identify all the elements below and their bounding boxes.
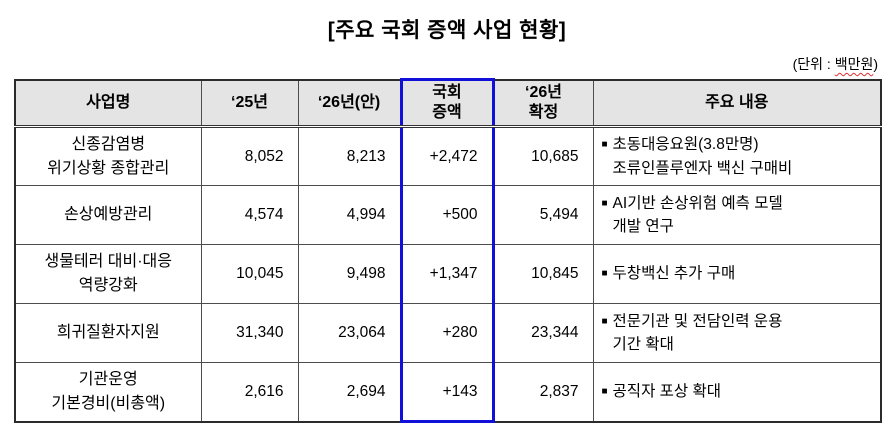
- cell-main-content: ■ 공직자 포상 확대: [592, 362, 882, 422]
- square-bullet-icon: ■: [601, 139, 608, 151]
- square-bullet-icon: ■: [601, 268, 608, 280]
- detail-text: 두창백신 추가 구매: [612, 265, 736, 283]
- cell-y25: 31,340: [200, 303, 299, 363]
- square-bullet-icon: ■: [601, 386, 608, 398]
- cell-y26-final: 10,685: [492, 126, 594, 186]
- cell-main-content: ■ 초동대응요원(3.8만명) 조류인플루엔자 백신 구매비: [592, 126, 882, 186]
- cell-y25: 8,052: [200, 126, 299, 186]
- column-header-y26-final: ‘26년 확정: [492, 79, 594, 128]
- cell-project-name: 기관운영 기본경비(비총액): [14, 362, 202, 422]
- cell-y26-final: 2,837: [492, 362, 594, 422]
- cell-y25: 4,574: [200, 185, 299, 245]
- cell-y26-final: 23,344: [492, 303, 594, 363]
- column-header-y26-plan: ‘26년(안): [297, 79, 402, 128]
- cell-y26-final: 5,494: [492, 185, 594, 245]
- table-row: 기관운영 기본경비(비총액) 2,616 2,694 +143 2,837 ■ 공직자 포상…: [14, 362, 882, 423]
- cell-y25: 10,045: [200, 244, 299, 304]
- detail-text: 공직자 포상 확대: [612, 383, 721, 401]
- column-header-project-name: 사업명: [14, 79, 202, 128]
- square-bullet-icon: ■: [601, 197, 608, 209]
- unit-note: (단위 : 백만원): [14, 54, 880, 74]
- cell-assembly-increase: +2,472: [399, 126, 495, 186]
- unit-note-suffix: ): [873, 56, 878, 72]
- cell-y26-final: 10,845: [492, 244, 594, 304]
- cell-y26-plan: 8,213: [297, 126, 402, 186]
- page-title: [주요 국회 증액 사업 현황]: [327, 19, 567, 42]
- square-bullet-icon: ■: [601, 315, 608, 327]
- detail-text: 초동대응요원(3.8만명) 조류인플루엔자 백신 구매비: [612, 136, 793, 177]
- column-header-assembly-increase: 국회 증액: [399, 78, 495, 128]
- unit-note-word: 백만원: [834, 56, 874, 72]
- column-header-main-content: 주요 내용: [592, 79, 882, 128]
- budget-increase-table: 사업명 ‘25년 ‘26년(안) 국회 증액 ‘26년 확정 주요 내용 신종감염병 위기…: [14, 78, 882, 423]
- unit-note-prefix: (단위 :: [792, 56, 835, 72]
- detail-item: ■ 초동대응요원(3.8만명) 조류인플루엔자 백신 구매비: [602, 133, 877, 180]
- detail-item: ■ 전문기관 및 전담인력 운용 기간 확대: [602, 310, 877, 357]
- cell-main-content: ■ AI기반 손상위험 예측 모델 개발 연구: [592, 185, 882, 245]
- cell-assembly-increase: +500: [399, 185, 495, 245]
- table-row: 생물테러 대비·대응 역량강화 10,045 9,498 +1,347 10,845 ■ 두…: [14, 244, 882, 304]
- cell-y25: 2,616: [200, 362, 299, 422]
- detail-item: ■ 두창백신 추가 구매: [602, 262, 877, 285]
- cell-main-content: ■ 전문기관 및 전담인력 운용 기간 확대: [592, 303, 882, 363]
- table-row: 손상예방관리 4,574 4,994 +500 5,494 ■ AI기반 손상위험 예측 모…: [14, 185, 882, 245]
- cell-project-name: 손상예방관리: [14, 185, 202, 245]
- cell-project-name: 신종감염병 위기상황 종합관리: [14, 126, 202, 186]
- table-header-row: 사업명 ‘25년 ‘26년(안) 국회 증액 ‘26년 확정 주요 내용: [14, 78, 882, 128]
- table-row: 희귀질환자지원 31,340 23,064 +280 23,344 ■ 전문기관 및 전담인…: [14, 303, 882, 363]
- cell-main-content: ■ 두창백신 추가 구매: [592, 244, 882, 304]
- detail-item: ■ 공직자 포상 확대: [602, 380, 877, 403]
- cell-y26-plan: 23,064: [297, 303, 402, 363]
- cell-assembly-increase: +143: [399, 362, 495, 423]
- column-header-y25: ‘25년: [200, 79, 299, 128]
- detail-text: 전문기관 및 전담인력 운용 기간 확대: [612, 312, 783, 353]
- cell-y26-plan: 2,694: [297, 362, 402, 422]
- cell-y26-plan: 9,498: [297, 244, 402, 304]
- table-row: 신종감염병 위기상황 종합관리 8,052 8,213 +2,472 10,685 ■ 초동…: [14, 126, 882, 186]
- cell-project-name: 생물테러 대비·대응 역량강화: [14, 244, 202, 304]
- cell-y26-plan: 4,994: [297, 185, 402, 245]
- detail-text: AI기반 손상위험 예측 모델 개발 연구: [612, 194, 783, 235]
- cell-assembly-increase: +1,347: [399, 244, 495, 304]
- detail-item: ■ AI기반 손상위험 예측 모델 개발 연구: [602, 192, 877, 239]
- cell-assembly-increase: +280: [399, 303, 495, 363]
- cell-project-name: 희귀질환자지원: [14, 303, 202, 363]
